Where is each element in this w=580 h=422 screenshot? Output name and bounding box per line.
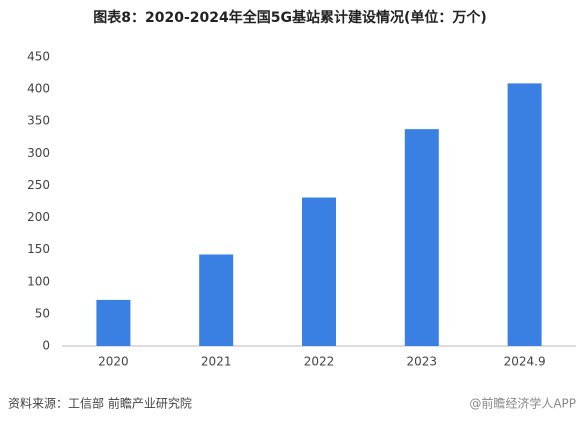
bar xyxy=(507,83,542,347)
y-tick-label: 250 xyxy=(27,178,50,192)
bar xyxy=(199,254,234,346)
brand: @前瞻经济学人APP xyxy=(469,396,576,411)
y-tick-label: 450 xyxy=(27,50,50,64)
y-tick-label: 150 xyxy=(27,242,50,256)
x-tick-label: 2020 xyxy=(98,355,129,369)
y-tick-label: 300 xyxy=(27,146,50,160)
y-tick-label: 50 xyxy=(35,306,50,320)
y-tick-label: 350 xyxy=(27,114,50,128)
source: 资料来源：工信部 前瞻产业研究院 xyxy=(8,396,192,411)
chart-title: 图表8：2020-2024年全国5G基站累计建设情况(单位：万个) xyxy=(93,9,487,26)
bar xyxy=(404,129,439,346)
bar xyxy=(96,299,131,346)
y-tick-label: 0 xyxy=(42,339,50,353)
bar xyxy=(302,197,336,346)
x-tick-label: 2022 xyxy=(304,355,335,369)
x-tick-label: 2023 xyxy=(407,355,438,369)
x-tick-label: 2021 xyxy=(201,355,232,369)
y-tick-label: 100 xyxy=(27,274,50,288)
x-tick-label: 2024.9 xyxy=(504,355,546,369)
y-tick-label: 200 xyxy=(27,210,50,224)
y-tick-label: 400 xyxy=(27,82,50,96)
